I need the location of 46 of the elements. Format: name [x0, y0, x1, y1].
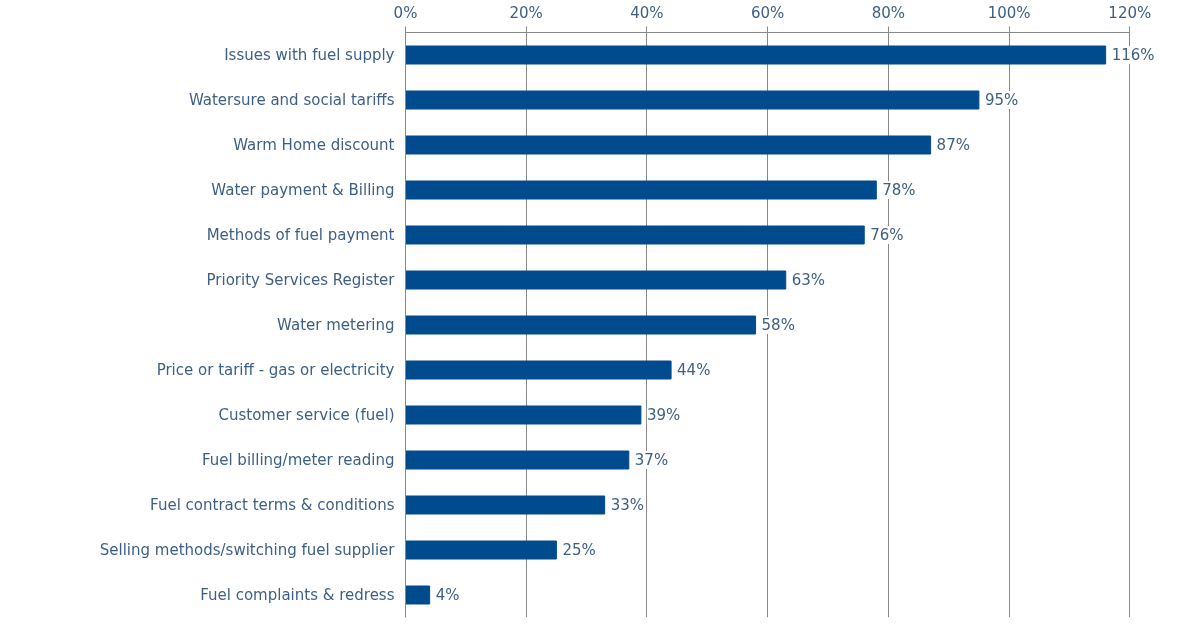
- data-label: 39%: [646, 406, 681, 424]
- y-tick-label: Methods of fuel payment: [206, 226, 395, 244]
- bar: [405, 450, 630, 470]
- y-tick-label: Fuel contract terms & conditions: [150, 496, 395, 514]
- y-tick-label: Fuel complaints & redress: [200, 586, 395, 604]
- data-label: 95%: [984, 91, 1019, 109]
- bar: [405, 180, 877, 200]
- x-tick-label: 20%: [509, 3, 543, 22]
- data-label: 37%: [634, 451, 669, 469]
- data-label: 58%: [761, 316, 795, 334]
- y-tick-label: Price or tariff - gas or electricity: [156, 361, 395, 379]
- x-tick-label: 120%: [1108, 3, 1152, 22]
- bar: [405, 45, 1107, 65]
- bar: [405, 270, 787, 290]
- x-tick-label: 0%: [393, 3, 418, 22]
- y-tick-label: Issues with fuel supply: [224, 46, 395, 64]
- y-tick-label: Selling methods/switching fuel supplier: [99, 541, 396, 559]
- data-label: 25%: [562, 541, 596, 559]
- y-tick-label: Customer service (fuel): [218, 406, 395, 424]
- y-tick-label: Water payment & Billing: [211, 181, 395, 199]
- data-label: 33%: [610, 496, 645, 514]
- bar: [405, 540, 557, 560]
- y-tick-label: Warm Home discount: [233, 136, 395, 154]
- bar: [405, 360, 672, 380]
- bar: [405, 225, 865, 245]
- data-label: 76%: [870, 226, 904, 244]
- y-tick-label: Fuel billing/meter reading: [201, 451, 395, 469]
- data-label: 44%: [677, 361, 711, 379]
- x-tick-label: 60%: [750, 3, 785, 22]
- x-tick-label: 80%: [871, 3, 906, 22]
- data-label: 87%: [936, 136, 970, 154]
- bar: [405, 90, 980, 110]
- x-tick-label: 40%: [630, 3, 664, 22]
- y-tick-label: Water metering: [277, 316, 395, 334]
- data-label: 4%: [435, 586, 460, 604]
- bar: [405, 315, 757, 335]
- x-tick-label: 100%: [987, 3, 1031, 22]
- bar: [405, 495, 606, 515]
- data-label: 78%: [882, 181, 916, 199]
- data-label: 63%: [791, 271, 826, 289]
- y-tick-label: Watersure and social tariffs: [188, 91, 395, 109]
- bar: [405, 135, 932, 155]
- bar: [405, 405, 642, 425]
- bar: [405, 585, 431, 605]
- y-tick-label: Priority Services Register: [206, 271, 396, 289]
- data-label: 116%: [1111, 46, 1155, 64]
